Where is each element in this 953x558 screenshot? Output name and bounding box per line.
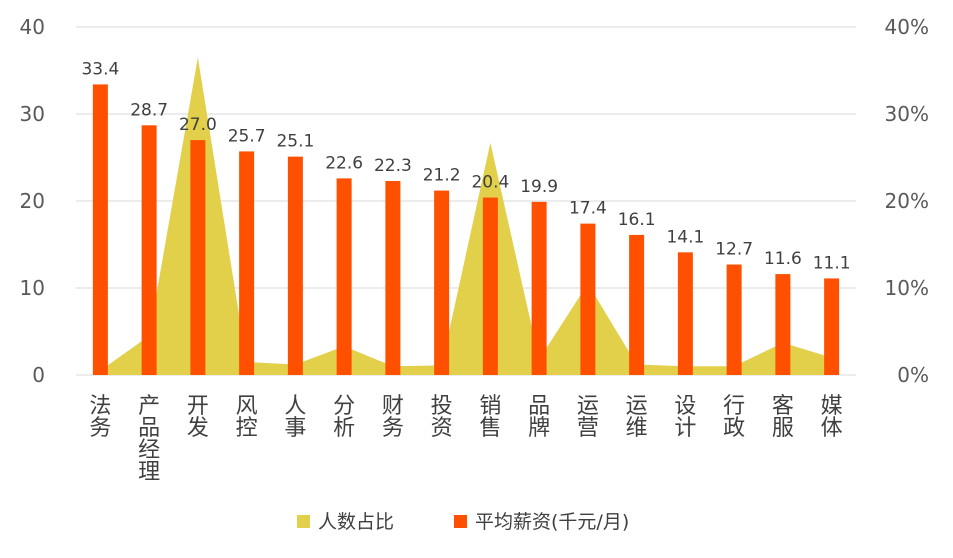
right-axis-tick-label: 0% bbox=[897, 363, 929, 387]
salary-data-label: 16.1 bbox=[618, 210, 656, 230]
salary-bar bbox=[482, 197, 498, 375]
salary-data-label: 22.6 bbox=[325, 153, 363, 173]
category-label: 人事 bbox=[284, 394, 306, 441]
salary-data-label: 11.6 bbox=[764, 249, 802, 269]
category-label: 设计 bbox=[674, 394, 696, 441]
right-axis-tick-label: 40% bbox=[885, 15, 929, 39]
category-label: 客服 bbox=[772, 394, 794, 441]
salary-bar bbox=[629, 234, 645, 375]
salary-bar bbox=[190, 140, 206, 375]
right-axis-tick-label: 20% bbox=[885, 189, 929, 213]
left-axis-tick-label: 30 bbox=[20, 102, 45, 126]
data-label-layer: 33.4 28.7 27.0 25.7 25.1 22.6 22.3 21.2 20.4 19.9… bbox=[81, 59, 850, 273]
salary-bar bbox=[385, 180, 401, 375]
category-label: 行政 bbox=[723, 394, 745, 441]
category-label: 投资 bbox=[431, 394, 453, 441]
legend: 人数占比 平均薪资(千元/月) bbox=[297, 511, 629, 533]
category-label: 风控 bbox=[236, 394, 258, 441]
salary-data-label: 19.9 bbox=[520, 177, 558, 197]
category-label: 产品经理 bbox=[138, 394, 160, 485]
category-label: 媒体 bbox=[821, 394, 843, 441]
salary-data-label: 11.1 bbox=[813, 253, 851, 273]
legend-swatch-salary bbox=[454, 515, 467, 528]
salary-bar bbox=[677, 252, 693, 375]
left-axis: 0 10 20 30 40 bbox=[20, 15, 45, 387]
salary-bar bbox=[141, 125, 157, 375]
salary-bar bbox=[239, 151, 255, 375]
salary-bar bbox=[726, 264, 742, 375]
right-axis-tick-label: 10% bbox=[885, 276, 929, 300]
salary-data-label: 25.1 bbox=[276, 132, 314, 152]
salary-data-label: 25.7 bbox=[228, 126, 266, 146]
salary-data-label: 20.4 bbox=[471, 173, 509, 193]
salary-data-label: 33.4 bbox=[81, 59, 119, 79]
legend-swatch-share bbox=[297, 515, 310, 528]
salary-data-label: 27.0 bbox=[179, 115, 217, 135]
left-axis-tick-label: 40 bbox=[20, 15, 45, 39]
salary-data-label: 17.4 bbox=[569, 199, 607, 219]
salary-data-label: 28.7 bbox=[130, 100, 168, 120]
salary-bar bbox=[92, 84, 108, 376]
legend-label-salary: 平均薪资(千元/月) bbox=[475, 511, 629, 533]
salary-bar bbox=[336, 178, 352, 375]
category-label: 分析 bbox=[333, 394, 355, 441]
right-axis: 0% 10% 20% 30% 40% bbox=[885, 15, 929, 387]
left-axis-tick-label: 10 bbox=[20, 276, 45, 300]
left-axis-tick-label: 20 bbox=[20, 189, 45, 213]
salary-bar bbox=[775, 274, 791, 375]
left-axis-tick-label: 0 bbox=[32, 363, 45, 387]
category-label: 运营 bbox=[577, 394, 599, 441]
category-label: 运维 bbox=[626, 394, 648, 441]
category-label: 法务 bbox=[89, 394, 111, 441]
salary-bar bbox=[531, 201, 547, 375]
salary-bar bbox=[580, 223, 596, 375]
salary-data-label: 12.7 bbox=[715, 240, 753, 260]
category-label: 销售 bbox=[479, 394, 501, 441]
right-axis-tick-label: 30% bbox=[885, 102, 929, 126]
salary-bar bbox=[824, 278, 840, 375]
salary-data-label: 22.3 bbox=[374, 156, 412, 176]
salary-bar bbox=[434, 190, 450, 375]
salary-bar bbox=[287, 156, 303, 375]
area-series-layer bbox=[100, 57, 832, 375]
salary-data-label: 21.2 bbox=[423, 166, 461, 186]
legend-label-share: 人数占比 bbox=[318, 511, 394, 533]
category-label: 品牌 bbox=[528, 394, 550, 441]
category-label: 财务 bbox=[382, 394, 404, 441]
salary-data-label: 14.1 bbox=[666, 227, 704, 247]
bar-series-layer bbox=[92, 84, 840, 376]
category-label: 开发 bbox=[187, 394, 209, 441]
area-series-share bbox=[100, 57, 832, 375]
